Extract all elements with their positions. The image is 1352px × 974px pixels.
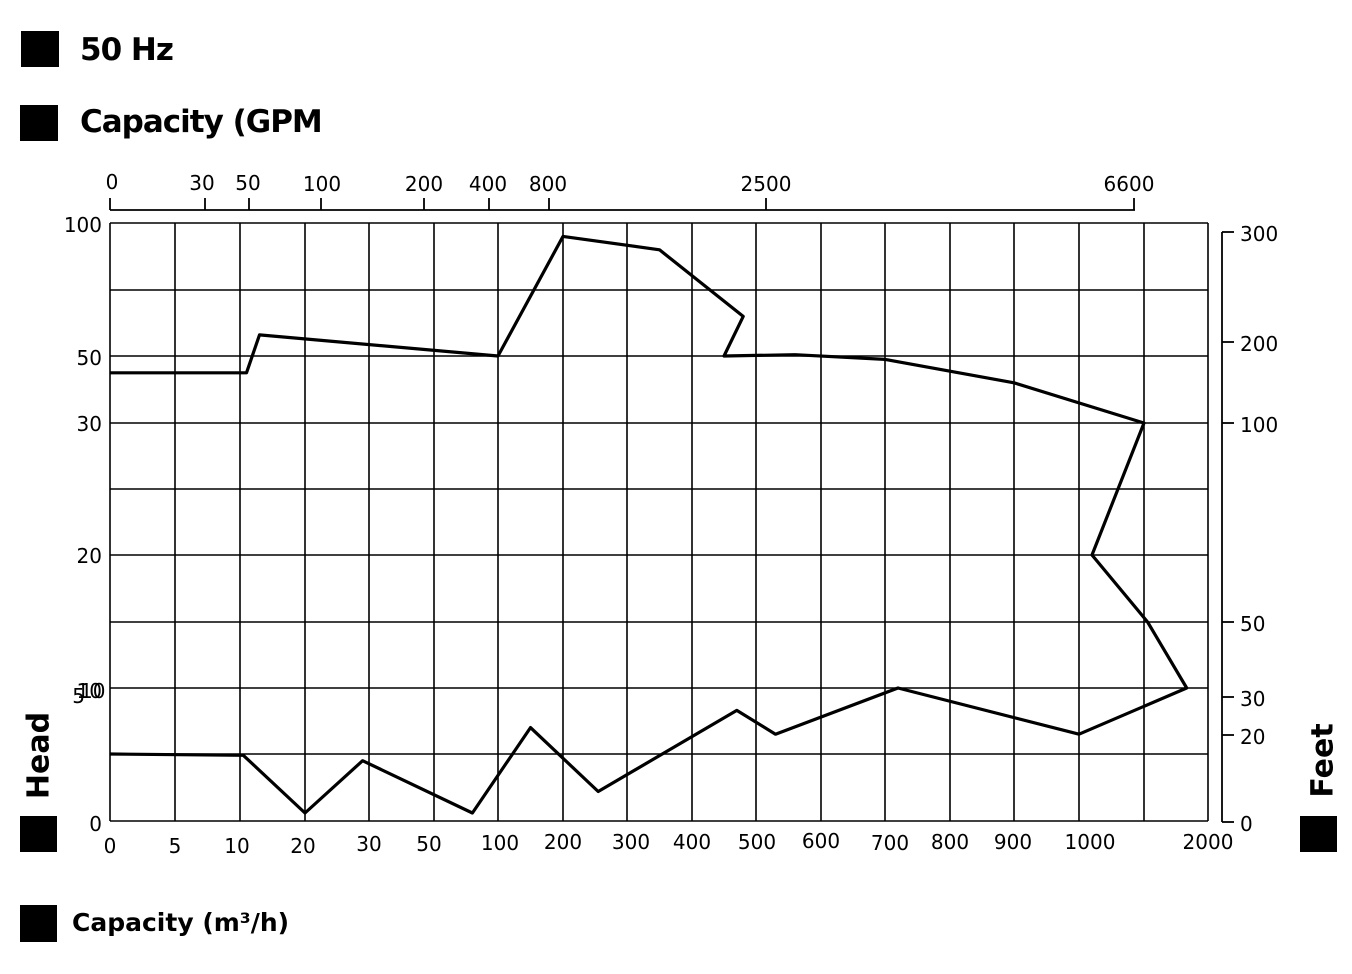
bottom-x-tick-label: 30	[356, 832, 381, 856]
left-y-tick-label: 10	[77, 679, 102, 703]
right-y-tick-label: 300	[1240, 222, 1278, 246]
right-y-tick-label: 50	[1240, 612, 1265, 636]
bottom-x-tick-label: 0	[104, 834, 117, 858]
feet-marker	[1300, 816, 1337, 852]
right-y-tick-label: 100	[1240, 413, 1278, 437]
right-y-tick-label: 30	[1240, 687, 1265, 711]
bottom-x-tick-label: 700	[871, 831, 909, 855]
chart-title: 50 Hz	[80, 32, 174, 68]
bottom-x-tick-label: 2000	[1183, 830, 1234, 854]
top-x-tick-label: 100	[303, 172, 341, 196]
bottom-x-tick-label: 50	[416, 832, 441, 856]
bottom-x-tick-label: 1000	[1065, 830, 1116, 854]
top-x-tick-label: 400	[469, 172, 507, 196]
envelope-line	[109, 234, 1189, 815]
top-x-tick-label: 30	[189, 171, 214, 195]
top-x-tick-label: 800	[529, 172, 567, 196]
bottom-x-tick-label: 800	[931, 830, 969, 854]
right-y-tick-label: 200	[1240, 332, 1278, 356]
right-y-tick-label: 20	[1240, 725, 1265, 749]
bottom-x-tick-label: 10	[224, 834, 249, 858]
left-y-tick-label: 50	[77, 346, 102, 370]
top-x-tick-label: 50	[235, 171, 260, 195]
bottom-x-tick-label: 500	[738, 830, 776, 854]
left-y-tick-label: 30	[77, 412, 102, 436]
head-marker	[20, 816, 57, 852]
left-y-tick-label: 10	[80, 679, 105, 703]
top-axis-marker	[20, 105, 58, 141]
left-y-tick-label: 0	[89, 812, 102, 836]
top-x-tick-label: 2500	[741, 172, 792, 196]
bottom-axis-title: Capacity (m³/h)	[72, 908, 290, 937]
bottom-x-tick-label: 300	[612, 830, 650, 854]
left-y-tick-label: 5	[72, 684, 85, 708]
left-y-tick-label: 20	[77, 544, 102, 568]
top-x-tick-label: 6600	[1104, 172, 1155, 196]
bottom-x-tick-label: 600	[802, 829, 840, 853]
bottom-x-tick-label: 100	[481, 831, 519, 855]
bottom-x-tick-label: 400	[673, 830, 711, 854]
bottom-x-tick-label: 20	[290, 834, 315, 858]
top-axis-title: Capacity (GPM	[80, 104, 323, 140]
bottom-x-tick-label: 5	[169, 834, 182, 858]
bottom-axis-marker	[20, 905, 57, 942]
left-y-tick-label: 100	[64, 213, 102, 237]
title-marker	[21, 31, 59, 67]
top-x-tick-label: 0	[106, 170, 119, 194]
right-y-tick-label: 0	[1240, 812, 1253, 836]
bottom-x-tick-label: 900	[994, 830, 1032, 854]
top-x-tick-label: 200	[405, 172, 443, 196]
bottom-x-tick-label: 200	[544, 830, 582, 854]
